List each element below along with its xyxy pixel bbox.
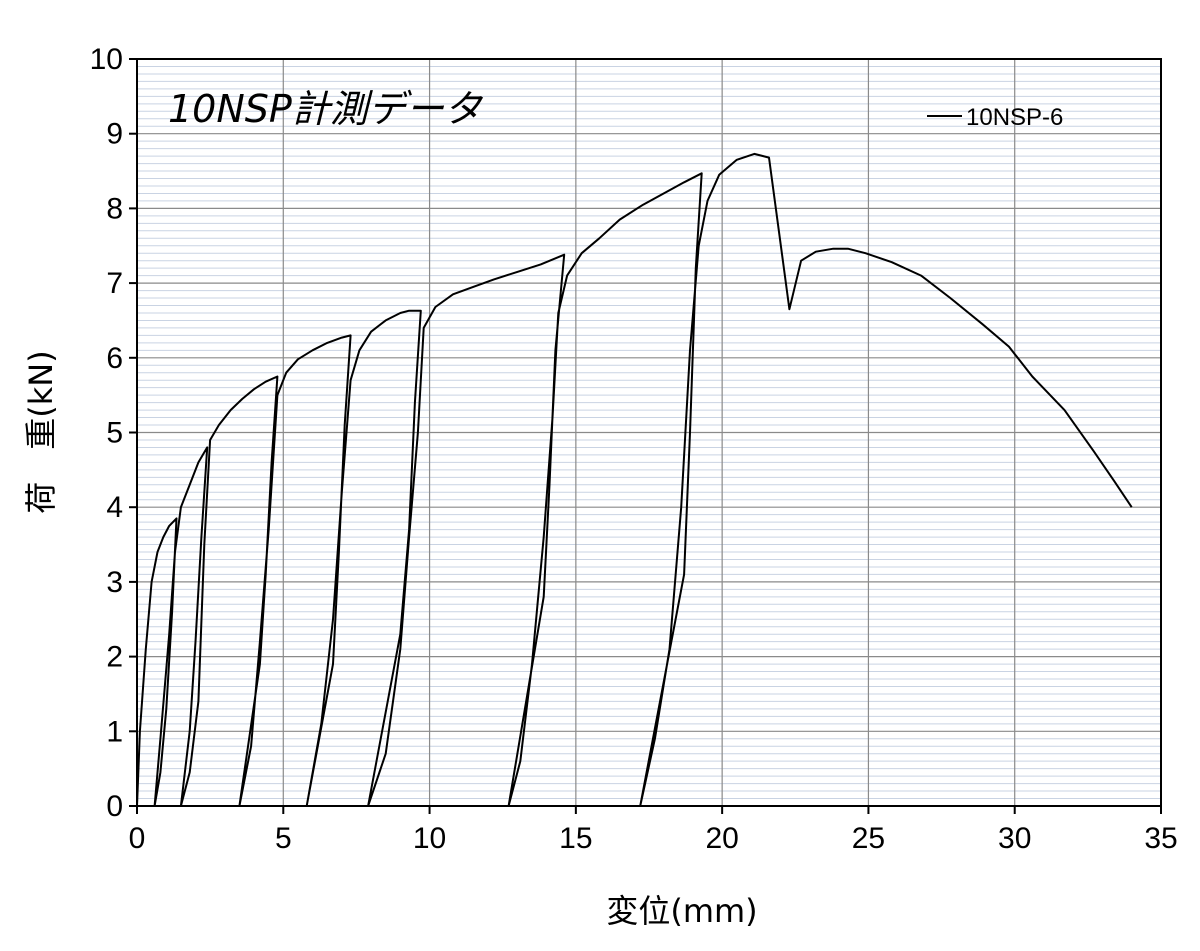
x-tick-label: 5 [275,822,292,855]
y-axis-title: 荷 重(kN) [22,350,60,513]
y-axis-ticks: 0 1 2 3 4 5 6 7 8 9 10 [90,43,137,823]
x-axis-ticks: 0 5 10 15 20 25 30 35 [129,806,1178,855]
x-tick-label: 25 [852,822,885,855]
legend-label: 10NSP-6 [966,104,1063,131]
y-tick-label: 0 [106,790,123,823]
y-tick-label: 9 [106,118,123,151]
y-tick-label: 2 [106,641,123,674]
y-tick-label: 3 [106,566,123,599]
series-layer [136,152,1133,807]
y-tick-label: 10 [90,43,123,76]
y-tick-label: 5 [106,417,123,450]
x-tick-label: 0 [129,822,146,855]
y-tick-label: 8 [106,192,123,225]
x-tick-label: 35 [1144,822,1177,855]
x-tick-label: 20 [705,822,738,855]
legend: 10NSP-6 [927,104,1063,131]
x-axis-title: 変位(mm) [606,892,757,930]
x-tick-label: 15 [559,822,592,855]
y-tick-label: 6 [106,342,123,375]
x-tick-label: 10 [413,822,446,855]
x-tick-label: 30 [998,822,1031,855]
minor-gridlines [137,65,1161,800]
y-tick-label: 1 [106,715,123,748]
chart-title: 10NSP計測データ [168,87,484,131]
y-tick-label: 4 [106,491,123,524]
y-tick-label: 7 [106,267,123,300]
series-line-10NSP-6 [136,152,1133,807]
